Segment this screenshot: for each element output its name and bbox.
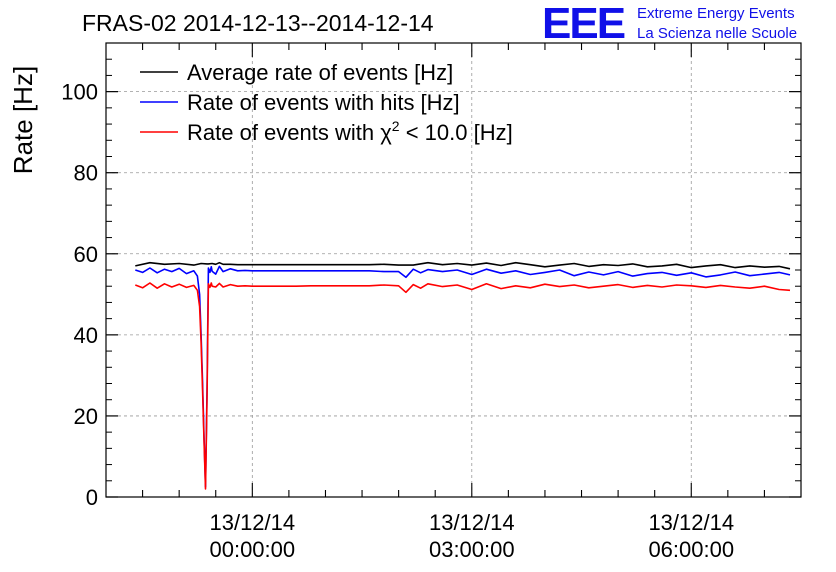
- series-line-chi2: [135, 282, 791, 490]
- x-tick-time-label: 06:00:00: [648, 537, 734, 562]
- logo-subtitle-line1: Extreme Energy Events: [637, 5, 795, 22]
- y-tick-label: 80: [74, 161, 98, 186]
- y-tick-label: 100: [61, 80, 98, 105]
- y-tick-label: 60: [74, 242, 98, 267]
- x-tick-date-label: 13/12/14: [648, 510, 734, 535]
- legend-chi-symbol: χ: [380, 120, 392, 145]
- x-tick-time-label: 00:00:00: [209, 537, 295, 562]
- y-tick-label: 40: [74, 323, 98, 348]
- series-line-hits: [135, 265, 791, 488]
- axes: 02040608010013/12/1400:00:0013/12/1403:0…: [8, 42, 801, 562]
- legend-label-chi2: Rate of events with χ2 < 10.0 [Hz]: [187, 118, 513, 145]
- series-layer: [135, 261, 791, 490]
- series-line-avg: [135, 261, 791, 270]
- legend-label-avg: Average rate of events [Hz]: [187, 60, 453, 85]
- x-tick-date-label: 13/12/14: [209, 510, 295, 535]
- grid: [106, 43, 801, 497]
- legend-label-hits: Rate of events with hits [Hz]: [187, 90, 460, 115]
- eee-logo: EEE: [542, 0, 626, 48]
- y-axis-title: Rate [Hz]: [8, 66, 38, 174]
- legend-superscript: 2: [392, 118, 400, 134]
- legend-label-prefix: Rate of events with: [187, 120, 380, 145]
- logo-subtitle-line2: La Scienza nelle Scuole: [637, 25, 798, 42]
- x-tick-date-label: 13/12/14: [429, 510, 515, 535]
- y-tick-label: 20: [74, 404, 98, 429]
- legend-label-suffix: < 10.0 [Hz]: [400, 120, 513, 145]
- x-tick-time-label: 03:00:00: [429, 537, 515, 562]
- chart-title: FRAS-02 2014-12-13--2014-12-14: [82, 10, 434, 36]
- legend: Average rate of events [Hz] Rate of event…: [140, 60, 513, 145]
- y-tick-label: 0: [86, 485, 98, 510]
